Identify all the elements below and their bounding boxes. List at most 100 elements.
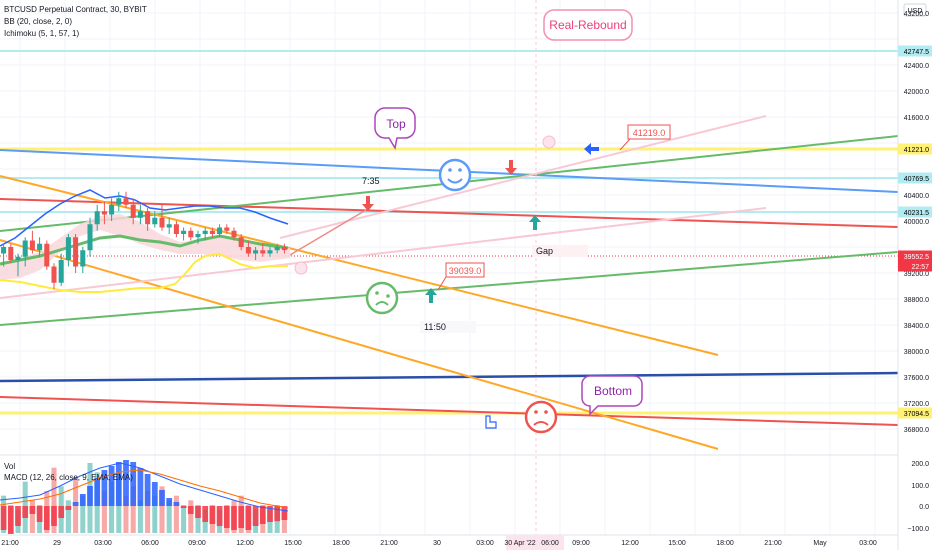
price-tag-bg (898, 172, 932, 184)
macd-bar (58, 506, 65, 518)
time-tick-label: 18:00 (716, 540, 734, 547)
volume-bar (159, 486, 165, 533)
macd-bar (231, 506, 237, 530)
candle-body (260, 250, 266, 254)
time-tick-label: 06:00 (141, 540, 159, 547)
macd-bar (151, 482, 158, 506)
callout-41219-box[interactable] (627, 124, 671, 140)
price-tag-label: 41221.0 (904, 147, 929, 154)
pig-icon-right (542, 135, 556, 149)
candle-body (173, 224, 179, 234)
time-1150-bg (420, 321, 476, 333)
down-arrow-icon (362, 196, 374, 211)
candle-body (65, 237, 71, 260)
price-tick-label: 40000.0 (904, 219, 929, 226)
macd-tick-label: −100.0 (907, 526, 929, 533)
candle-body (224, 227, 230, 231)
macd-indicator-label[interactable]: MACD (12, 26, close, 9, EMA, EMA) (4, 473, 133, 482)
pig-icon-left (294, 261, 308, 275)
macd-bar (202, 506, 209, 522)
price-tag-label: 39552.5 (904, 254, 929, 261)
macd-bar (195, 506, 201, 518)
candle-body (8, 247, 14, 260)
macd-bar (267, 506, 273, 522)
bb-lower-line (0, 252, 288, 293)
happy-face-icon (438, 158, 472, 192)
real-rebound-box[interactable] (543, 9, 633, 41)
price-tick-label: 37600.0 (904, 375, 929, 382)
price-axis[interactable]: USD 43200.0 42400.0 42000.0 41600.0 40400.0 4… (897, 0, 932, 550)
candle-body (116, 198, 122, 205)
callout-41219-pointer (619, 138, 631, 151)
time-axis[interactable]: 21:00 29 03:00 06:00 09:00 12:00 15:00 18:00 21:… (0, 534, 898, 550)
macd-bar (252, 506, 259, 526)
candle-body (73, 237, 79, 267)
candle-body (152, 217, 158, 225)
price-tick-label: 41600.0 (904, 115, 929, 122)
currency-badge[interactable] (903, 3, 927, 17)
macd-bar (43, 506, 50, 530)
candle-body (130, 204, 136, 218)
candle-body (15, 256, 21, 260)
price-tick-label: 40400.0 (904, 193, 929, 200)
macd-bar (108, 466, 115, 506)
volume-bar (109, 481, 115, 533)
macd-tick-label: 200.0 (911, 461, 929, 468)
price-tag-bg (898, 206, 932, 218)
time-tick-label: 06:00 (541, 540, 559, 547)
symbol-title: BTCUSD Perpetual Contract, 30, BYBIT (4, 5, 147, 14)
candles (1, 191, 287, 290)
navy-trendline (0, 371, 899, 383)
candle-body (217, 227, 223, 234)
candle-body (159, 217, 165, 228)
vol-indicator-label[interactable]: Vol (4, 462, 15, 471)
macd-bar (22, 506, 29, 518)
signal-line (0, 469, 289, 509)
candle-body (188, 230, 194, 238)
candle-body (267, 250, 273, 254)
candle-body (94, 211, 100, 225)
callout-39039-box[interactable] (445, 262, 485, 278)
macd-bar (123, 460, 129, 506)
pink-channel-upper (279, 115, 767, 239)
grid (0, 0, 898, 535)
macd-bar (159, 490, 165, 506)
price-tag-label: 42747.5 (904, 49, 929, 56)
price-tick-label: 43200.0 (904, 11, 929, 18)
callout-39039-label: 39039.0 (449, 266, 482, 276)
macd-bar (144, 474, 151, 506)
sad-face-icon (524, 400, 558, 434)
macd-bar (274, 506, 281, 522)
orange-trendline-2 (0, 239, 719, 450)
time-tick-label: May (813, 540, 827, 547)
currency-label: USD (908, 8, 923, 15)
real-rebound-label: Real-Rebound (549, 18, 626, 32)
macd-bar (187, 506, 194, 514)
candle-body (22, 240, 28, 257)
sick-face-icon (365, 281, 399, 315)
date-highlight (506, 535, 564, 550)
macd-bar (216, 506, 223, 526)
volume-bar (29, 500, 35, 533)
candle-body (238, 237, 244, 247)
macd-bar (94, 478, 101, 506)
top-callout[interactable] (374, 107, 416, 151)
price-tag-label: 22:57 (911, 264, 929, 271)
macd-bar (259, 506, 266, 524)
macd-bar (209, 506, 216, 524)
macd-bar (36, 506, 43, 522)
time-tick-label: 30 Apr '22 (504, 540, 535, 547)
macd-bar (72, 502, 79, 506)
time-tick-label: 03:00 (94, 540, 112, 547)
candle-body (281, 247, 287, 251)
macd-bar (115, 462, 122, 506)
bottom-callout[interactable] (581, 375, 643, 416)
up-arrow-icon (529, 215, 541, 230)
ichimoku-indicator-label[interactable]: Ichimoku (5, 1, 57, 1) (4, 29, 79, 38)
candle-body (101, 211, 107, 215)
bb-indicator-label[interactable]: BB (20, close, 2, 0) (4, 17, 72, 26)
macd-bar (79, 494, 86, 506)
candle-body (231, 230, 237, 238)
macd-bar (281, 506, 288, 520)
